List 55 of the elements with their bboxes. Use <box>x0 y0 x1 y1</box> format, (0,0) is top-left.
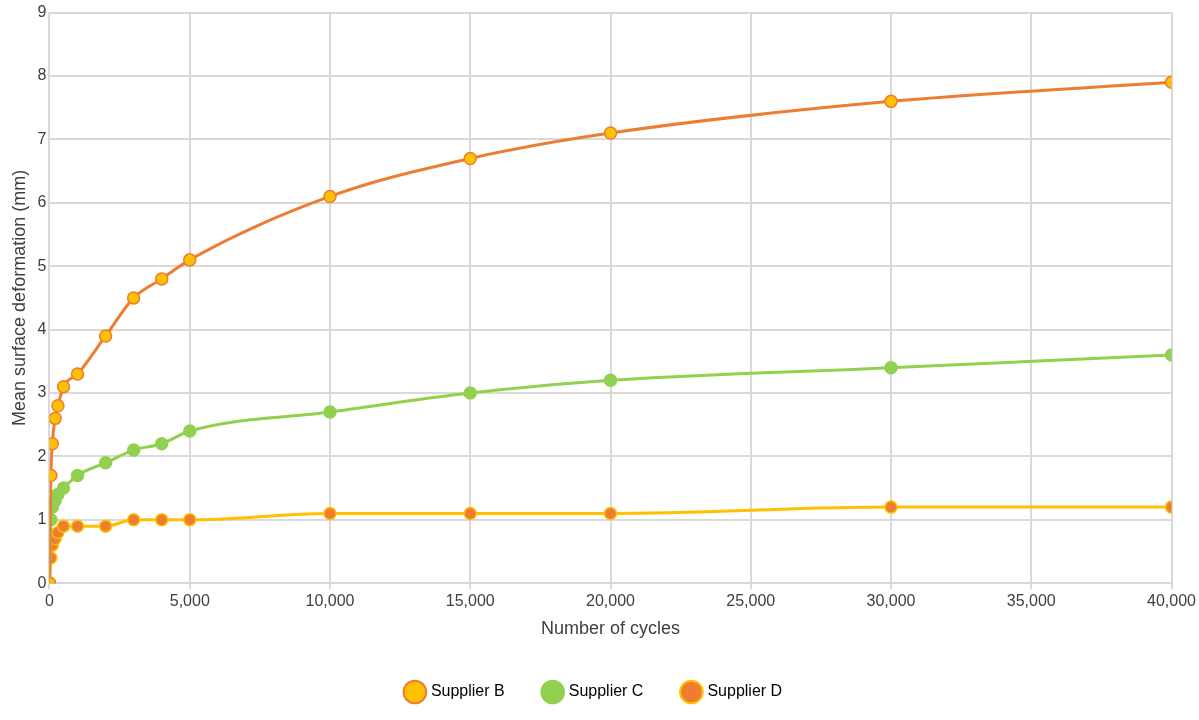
point <box>603 373 618 388</box>
point <box>463 386 478 400</box>
x-tick-label: 30,000 <box>866 592 916 610</box>
point <box>154 272 169 286</box>
point <box>323 506 337 521</box>
x-tick-label: 40,000 <box>1147 592 1197 610</box>
point <box>323 189 337 204</box>
point <box>154 513 169 527</box>
point <box>49 411 62 426</box>
x-axis-title: Number of cycles <box>540 618 681 639</box>
point <box>98 455 113 470</box>
point <box>884 94 898 109</box>
point <box>126 513 141 527</box>
x-tick-label: 10,000 <box>305 592 355 610</box>
legend-label: Supplier D <box>707 682 783 700</box>
point <box>56 481 71 495</box>
point <box>183 253 197 267</box>
y-tick-label: 3 <box>37 383 47 401</box>
x-tick-label: 15,000 <box>445 592 495 610</box>
point <box>183 513 197 527</box>
point <box>323 405 337 419</box>
y-tick-label: 8 <box>37 66 47 84</box>
point <box>70 468 85 483</box>
y-tick-label: 9 <box>37 3 47 21</box>
point <box>126 443 141 457</box>
legend-label: Supplier C <box>568 682 644 700</box>
y-tick-label: 2 <box>37 446 47 464</box>
legend-label: Supplier B <box>430 682 505 700</box>
point <box>154 436 169 451</box>
y-tick-label: 4 <box>37 320 47 338</box>
y-tick-label: 5 <box>37 256 47 274</box>
point <box>884 360 898 375</box>
y-axis-title: Mean surface deformation (mm) <box>8 169 29 426</box>
x-tick-label: 25,000 <box>726 592 776 610</box>
y-tick-label: 7 <box>37 129 47 147</box>
point <box>56 519 71 533</box>
y-tick-label: 1 <box>37 510 47 528</box>
point <box>183 424 197 438</box>
point <box>98 329 113 343</box>
point <box>98 519 113 533</box>
point <box>70 367 85 381</box>
point <box>463 151 478 166</box>
point <box>463 506 478 521</box>
y-tick-label: 6 <box>37 193 47 211</box>
x-tick-label: 35,000 <box>1006 592 1056 610</box>
point <box>70 519 85 533</box>
x-tick-label: 5,000 <box>169 592 210 610</box>
x-tick-label: 20,000 <box>586 592 636 610</box>
point <box>56 379 71 394</box>
point <box>603 506 618 521</box>
point <box>603 126 618 140</box>
point <box>126 291 141 305</box>
point <box>884 500 898 514</box>
y-tick-label: 0 <box>37 573 47 591</box>
point <box>51 398 65 413</box>
